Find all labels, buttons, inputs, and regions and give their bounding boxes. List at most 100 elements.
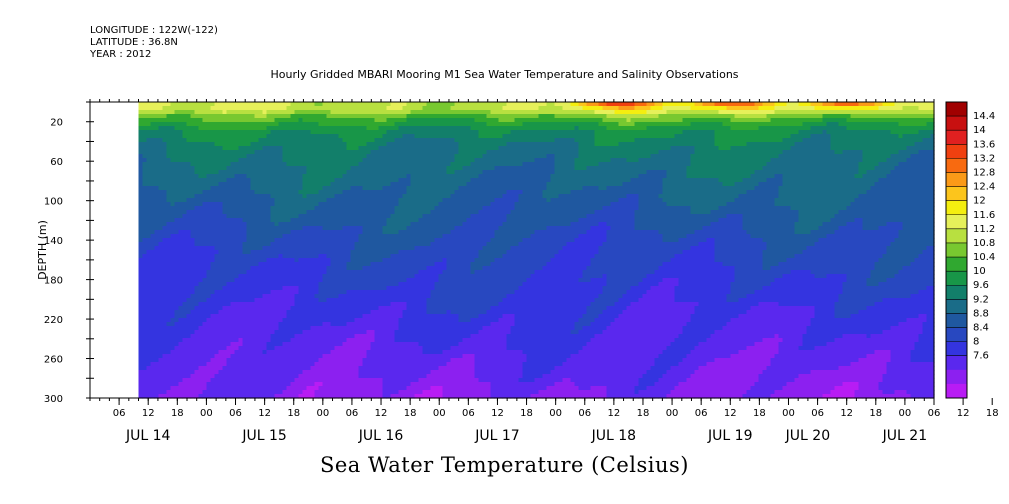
heatmap-cell [314,202,320,207]
heatmap-cell [182,350,188,355]
heatmap-cell [274,310,280,315]
heatmap-cell [210,390,216,395]
heatmap-cell [294,238,300,243]
heatmap-cell [266,290,272,295]
heatmap-cell [398,302,404,307]
heatmap-cell [318,322,324,327]
heatmap-cell [246,114,252,119]
heatmap-cell [214,326,220,331]
heatmap-cell [146,330,152,335]
heatmap-cell [182,338,188,343]
heatmap-cell [214,230,220,235]
heatmap-cell [366,214,372,219]
heatmap-cell [290,218,296,223]
heatmap-cell [318,226,324,231]
heatmap-cell [350,122,356,127]
heatmap-cell [222,150,228,155]
heatmap-cell [242,114,248,119]
heatmap-cell [334,242,340,247]
heatmap-cell [146,222,152,227]
heatmap-cell [362,386,368,391]
heatmap-cell [294,106,300,111]
heatmap-cell [394,342,400,347]
heatmap-cell [190,202,196,207]
heatmap-cell [290,254,296,259]
heatmap-cell [238,106,244,111]
heatmap-cell [326,374,332,379]
heatmap-cell [318,282,324,287]
heatmap-cell [306,290,312,295]
heatmap-cell [338,290,344,295]
heatmap-cell [366,114,372,119]
heatmap-cell [358,394,364,399]
heatmap-cell [162,178,168,183]
heatmap-cell [278,302,284,307]
heatmap-cell [382,190,388,195]
heatmap-cell [194,314,200,319]
heatmap-cell [258,238,264,243]
heatmap-cell [330,250,336,255]
heatmap-cell [342,222,348,227]
heatmap-cell [202,390,208,395]
heatmap-cell [334,342,340,347]
heatmap-cell [370,150,376,155]
heatmap-cell [150,262,156,267]
heatmap-cell [270,378,276,383]
heatmap-cell [246,302,252,307]
heatmap-cell [186,298,192,303]
heatmap-cell [378,370,384,375]
heatmap-cell [370,394,376,399]
heatmap-cell [346,366,352,371]
heatmap-cell [162,102,168,107]
heatmap-cell [310,234,316,239]
heatmap-cell [386,146,392,151]
heatmap-cell [254,326,260,331]
heatmap-cell [362,310,368,315]
heatmap-cell [222,254,228,259]
heatmap-cell [342,206,348,211]
heatmap-cell [346,166,352,171]
heatmap-cell [318,146,324,151]
heatmap-cell [266,182,272,187]
heatmap-cell [154,210,160,215]
heatmap-cell [166,110,172,115]
heatmap-cell [266,378,272,383]
heatmap-cell [370,182,376,187]
heatmap-cell [334,266,340,271]
heatmap-cell [330,238,336,243]
heatmap-cell [310,258,316,263]
heatmap-cell [374,238,380,243]
heatmap-cell [270,106,276,111]
heatmap-cell [362,106,368,111]
heatmap-cell [382,386,388,391]
heatmap-cell [262,158,268,163]
heatmap-cell [394,386,400,391]
heatmap-cell [198,170,204,175]
heatmap-cell [170,130,176,135]
heatmap-cell [330,318,336,323]
heatmap-cell [206,190,212,195]
heatmap-cell [166,302,172,307]
heatmap-cell [210,214,216,219]
heatmap-cell [346,358,352,363]
heatmap-cell [266,202,272,207]
heatmap-cell [234,118,240,123]
heatmap-cell [322,134,328,139]
heatmap-cell [210,198,216,203]
heatmap-cell [358,254,364,259]
heatmap-cell [234,214,240,219]
heatmap-cell [334,226,340,231]
heatmap-cell [166,166,172,171]
heatmap-cell [230,310,236,315]
heatmap-cell [282,294,288,299]
heatmap-cell [194,190,200,195]
heatmap-cell [142,354,148,359]
heatmap-cell [374,182,380,187]
heatmap-cell [338,146,344,151]
heatmap-cell [302,338,308,343]
heatmap-cell [382,346,388,351]
heatmap-cell [310,342,316,347]
heatmap-cell [370,226,376,231]
heatmap-cell [254,274,260,279]
heatmap-cell [390,370,396,375]
